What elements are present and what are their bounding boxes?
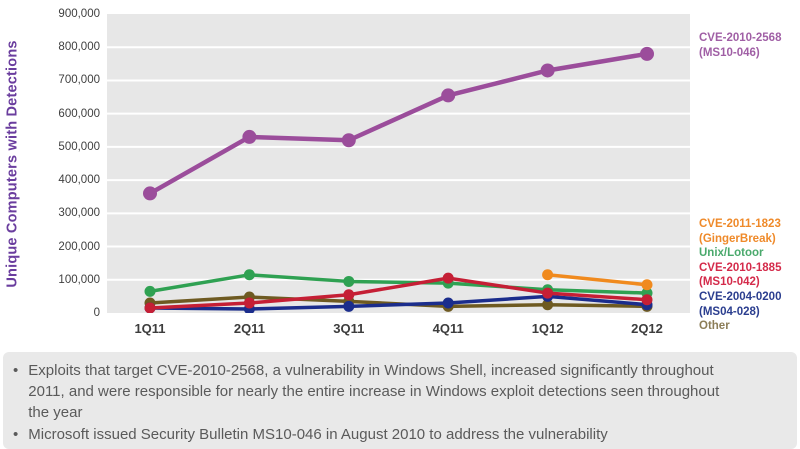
chart-canvas bbox=[107, 46, 690, 313]
data-point bbox=[540, 63, 555, 78]
legend-other-series: CVE-2011-1823 (GingerBreak) Unix/Lotoor CVE… bbox=[699, 217, 781, 334]
series-line bbox=[147, 51, 650, 196]
data-point bbox=[542, 269, 554, 281]
series-line bbox=[545, 273, 649, 287]
legend-label: (MS04-028) bbox=[699, 305, 760, 318]
legend-label: Other bbox=[699, 320, 730, 333]
note-bullet-1: • Exploits that target CVE-2010-2568, a … bbox=[13, 360, 739, 423]
x-tick-2Q11: 2Q11 bbox=[233, 321, 265, 336]
data-point bbox=[641, 294, 653, 306]
y-tick-200000: 200,000 bbox=[58, 240, 100, 253]
y-tick-600000: 600,000 bbox=[58, 107, 100, 120]
data-point bbox=[242, 129, 257, 144]
legend-label: (GingerBreak) bbox=[699, 232, 776, 245]
legend-label: CVE-2004-0200 bbox=[699, 290, 782, 303]
legend-label: CVE-2011-1823 bbox=[699, 218, 781, 230]
legend-label: (MS10-046) bbox=[699, 47, 760, 59]
y-tick-400000: 400,000 bbox=[58, 174, 100, 187]
series-line bbox=[148, 273, 649, 295]
series-line bbox=[148, 276, 649, 310]
y-tick-0: 0 bbox=[93, 307, 100, 319]
note-bullet-1-text: Exploits that target CVE-2010-2568, a vu… bbox=[28, 362, 720, 421]
data-point bbox=[542, 299, 554, 311]
legend-label: CVE-2010-1885 bbox=[699, 261, 782, 274]
y-axis-tick-labels: 0 100,000 200,000 300,000 400,000 500,000 600,… bbox=[0, 0, 100, 330]
legend-label: Unix/Lotoor bbox=[699, 247, 764, 260]
x-tick-1Q12: 1Q12 bbox=[531, 321, 564, 336]
data-point bbox=[641, 279, 653, 291]
data-point bbox=[243, 269, 255, 281]
data-point bbox=[343, 300, 355, 312]
y-tick-700000: 700,000 bbox=[58, 74, 100, 87]
series-CVE-2010-2568-MS10-046- bbox=[143, 46, 654, 201]
bullet-icon: • bbox=[13, 362, 19, 379]
data-point bbox=[640, 46, 654, 61]
data-point bbox=[343, 275, 355, 287]
note-bullet-2-text: Microsoft issued Security Bulletin MS10-… bbox=[28, 426, 608, 443]
notes-panel: • Exploits that target CVE-2010-2568, a … bbox=[3, 352, 797, 449]
series-CVE-2011-1823-GingerBreak- bbox=[542, 269, 653, 291]
series-line bbox=[148, 294, 649, 311]
plot-area bbox=[107, 14, 690, 313]
bullet-icon: • bbox=[13, 426, 19, 443]
note-bullet-2: • Microsoft issued Security Bulletin MS1… bbox=[13, 424, 739, 445]
detections-line-chart: Unique Computers with Detections 0 100,00… bbox=[0, 0, 781, 341]
data-point bbox=[341, 133, 356, 148]
y-tick-100000: 100,000 bbox=[58, 273, 100, 286]
data-point bbox=[144, 285, 156, 297]
x-axis-tick-labels: 1Q11 2Q11 3Q11 4Q11 1Q12 2Q12 bbox=[107, 321, 690, 341]
y-tick-900000: 900,000 bbox=[58, 8, 100, 20]
data-point bbox=[542, 287, 554, 299]
series-CVE-2010-1885-MS10-042- bbox=[144, 272, 653, 313]
data-point bbox=[442, 297, 454, 309]
x-tick-1Q11: 1Q11 bbox=[134, 321, 166, 336]
data-point bbox=[143, 186, 157, 201]
x-tick-4Q11: 4Q11 bbox=[432, 321, 464, 336]
data-point bbox=[243, 297, 255, 309]
y-tick-800000: 800,000 bbox=[58, 41, 100, 54]
legend-cve-2010-2568: CVE-2010-2568 (MS10-046) bbox=[699, 31, 781, 61]
x-tick-3Q11: 3Q11 bbox=[333, 321, 365, 336]
data-point bbox=[441, 88, 456, 103]
data-point bbox=[144, 302, 156, 313]
x-tick-2Q12: 2Q12 bbox=[631, 321, 663, 336]
legend-label: (MS10-042) bbox=[699, 276, 760, 289]
y-tick-300000: 300,000 bbox=[58, 207, 100, 220]
y-tick-500000: 500,000 bbox=[58, 140, 100, 153]
data-point bbox=[442, 272, 454, 284]
legend-label: CVE-2010-2568 bbox=[699, 32, 782, 44]
data-point bbox=[343, 289, 355, 301]
